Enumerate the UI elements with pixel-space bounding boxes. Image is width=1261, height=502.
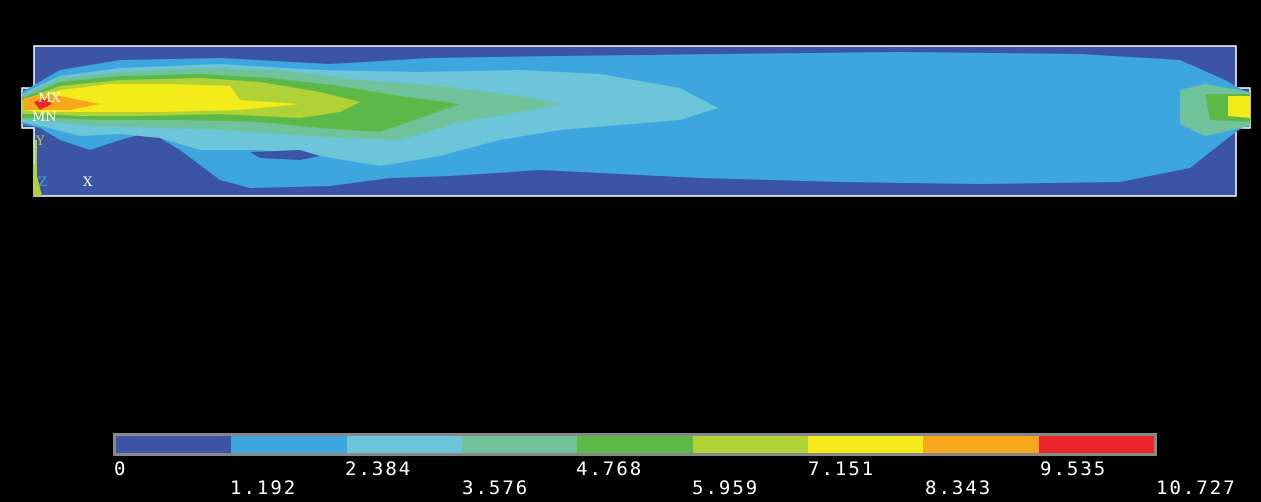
color-legend-bar [113,433,1157,456]
legend-band-9 [1038,436,1154,453]
legend-label-0: 0 [114,458,128,480]
legend-label-3: 3.576 [462,477,530,499]
legend-label-8: 9.535 [1040,458,1108,480]
contour-band-8 [34,98,52,110]
axis-x-label: X [83,175,93,190]
legend-label-6: 7.151 [808,458,876,480]
legend-band-3 [346,436,462,453]
legend-band-1 [116,436,232,453]
legend-label-5: 5.959 [692,477,760,499]
contour-pocket [250,150,320,160]
legend-band-2 [231,436,347,453]
legend-label-1: 1.192 [230,477,298,499]
legend-label-2: 2.384 [345,458,413,480]
legend-band-5 [577,436,693,453]
max-marker-label: MX [38,91,61,106]
legend-band-8 [923,436,1039,453]
legend-band-4 [461,436,578,453]
legend-label-7: 8.343 [925,477,993,499]
legend-label-4: 4.768 [576,458,644,480]
triad-origin [33,160,42,196]
outlet-band-6 [1228,96,1250,118]
legend-band-7 [807,436,924,453]
legend-band-6 [692,436,808,453]
axis-z-label: Z [38,175,48,190]
min-marker-label: MN [32,110,57,125]
legend-label-9: 10.727 [1156,477,1237,499]
axis-y-label: Y [36,134,45,149]
